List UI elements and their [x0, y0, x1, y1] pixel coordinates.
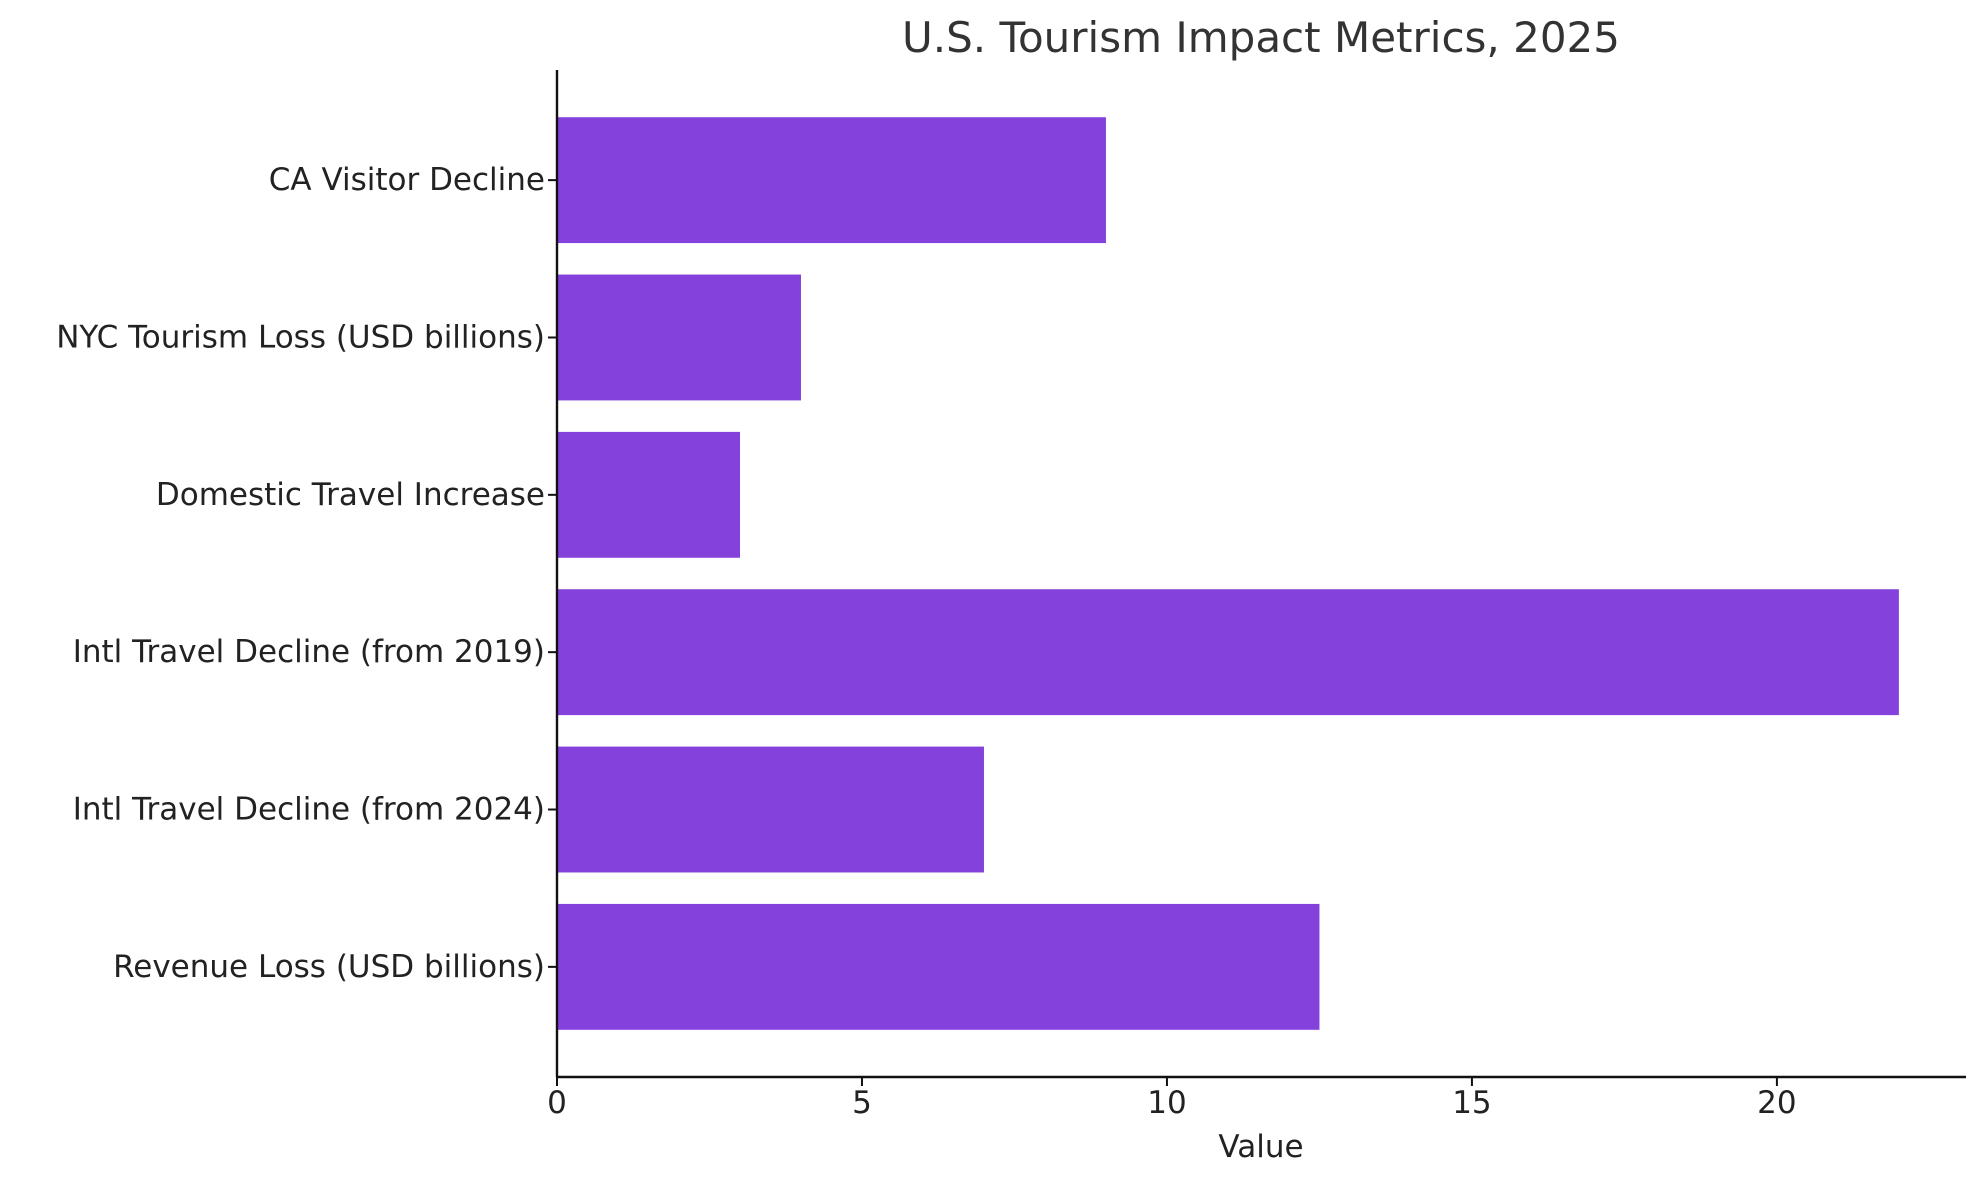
bar-3 — [557, 589, 1899, 716]
x-tick-label: 0 — [547, 1085, 567, 1121]
x-axis-label: Value — [1218, 1129, 1303, 1165]
y-tick-label: Domestic Travel Increase — [156, 477, 545, 513]
x-tick-label: 15 — [1452, 1085, 1491, 1121]
bars-layer — [557, 117, 1899, 1030]
y-axis: CA Visitor Decline NYC Tourism Loss (USD … — [56, 162, 557, 985]
bar-4 — [557, 746, 984, 873]
chart-title: U.S. Tourism Impact Metrics, 2025 — [902, 13, 1620, 62]
bar-0 — [557, 117, 1106, 244]
x-tick-label: 20 — [1757, 1085, 1796, 1121]
y-tick-label: Revenue Loss (USD billions) — [113, 949, 545, 985]
bar-1 — [557, 274, 801, 401]
y-tick-label: CA Visitor Decline — [269, 162, 545, 198]
x-tick-label: 10 — [1147, 1085, 1186, 1121]
y-tick-label: Intl Travel Decline (from 2024) — [73, 792, 545, 828]
y-tick-label: Intl Travel Decline (from 2019) — [73, 634, 545, 670]
y-tick-label: NYC Tourism Loss (USD billions) — [56, 319, 545, 355]
bar-2 — [557, 431, 740, 558]
x-axis: 0 5 10 15 20 — [547, 1077, 1797, 1121]
bar-5 — [557, 903, 1320, 1030]
x-tick-label: 5 — [852, 1085, 872, 1121]
